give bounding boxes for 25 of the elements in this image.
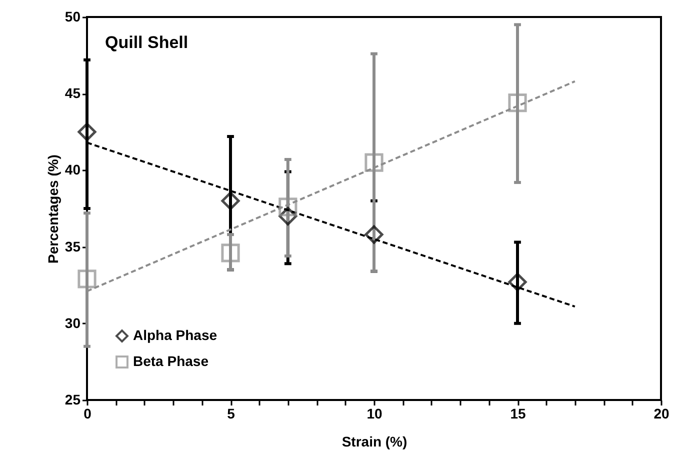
point [278,198,298,216]
point [221,192,240,210]
point [364,153,384,172]
y-tick-label: 40 [64,162,81,178]
legend-label: Beta Phase [133,353,209,369]
x-tick-label: 0 [84,406,92,422]
y-tick-label: 30 [64,314,81,331]
point [221,244,240,262]
y-tick-label: 45 [64,85,81,102]
point [508,272,527,292]
point [364,225,384,244]
y-tick-label: 35 [64,238,81,254]
x-tick-label: 20 [654,406,670,422]
x-tick-label: 15 [510,406,526,422]
x-axis-title: Strain (%) [342,434,408,450]
x-tick-label: 10 [366,406,382,422]
x-tick-label: 5 [227,406,236,422]
point [78,270,96,288]
y-tick-label: 25 [64,392,81,408]
y-axis-title: Percentages (%) [44,154,61,264]
annotation: Quill Shell [105,33,188,52]
y-tick-label: 50 [64,8,81,24]
legend-label: Alpha Phase [133,327,218,343]
point [78,122,96,142]
point [508,93,527,112]
